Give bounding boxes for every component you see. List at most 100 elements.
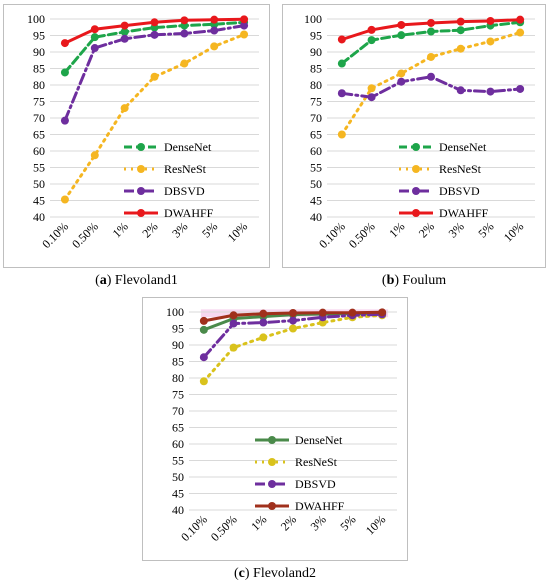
data-point: [367, 84, 376, 93]
data-point: [120, 21, 129, 30]
data-point: [259, 309, 268, 318]
legend-label: DenseNet: [295, 433, 343, 447]
x-tick-label: 10%: [225, 219, 250, 244]
y-tick-label: 90: [172, 338, 184, 352]
legend-label: DenseNet: [164, 140, 212, 154]
data-point: [259, 318, 268, 327]
y-tick-label: 85: [172, 355, 184, 369]
caption-b: (b) Foulum: [381, 273, 447, 288]
legend-label: ResNeSt: [164, 162, 207, 176]
data-point: [229, 343, 238, 352]
chart-panel-c: 40 45 50 55 60 65 70 75 80 85 90 95 100 0.10% 0.50% 1% 2…: [142, 297, 408, 561]
data-point: [120, 34, 129, 43]
data-point: [337, 89, 346, 98]
x-tick-label: 5%: [337, 512, 358, 533]
data-point: [397, 31, 406, 40]
legend-label: DWAHFF: [439, 206, 489, 220]
legend-marker: [137, 165, 145, 173]
x-tick-label: 0.50%: [208, 512, 240, 544]
chart-panel-b: 40 45 50 55 60 65 70 75 80 85 90 95 100 0.10% 0.50% 1% 2…: [282, 4, 546, 268]
y-tick-label: 85: [33, 62, 45, 76]
x-tick-label: 1%: [110, 219, 131, 240]
y-tick-label: 50: [310, 177, 322, 191]
y-tick-label: 40: [33, 210, 45, 224]
caption-a-name: Flevoland1: [114, 273, 178, 288]
y-tick-label: 50: [33, 177, 45, 191]
data-point: [486, 87, 495, 96]
data-point: [456, 86, 465, 95]
x-tick-label: 3%: [169, 219, 190, 240]
y-tick-label: 50: [172, 470, 184, 484]
x-tick-label: 0.50%: [69, 219, 101, 251]
legend-label: ResNeSt: [439, 162, 482, 176]
data-point: [199, 353, 208, 362]
y-tick-label: 45: [33, 194, 45, 208]
y-tick-label: 90: [33, 45, 45, 59]
data-point: [60, 195, 69, 204]
data-point: [60, 68, 69, 77]
chart-panel-a: 40 45 50 55 60 65 70 75 80 85 90 95 100 0.10% 0.50% 1% 2…: [3, 4, 270, 268]
data-point: [199, 377, 208, 386]
x-tick-label: 10%: [363, 512, 388, 537]
legend-marker: [412, 143, 420, 151]
data-point: [210, 26, 219, 35]
y-tick-label: 75: [33, 95, 45, 109]
legend-label: DBSVD: [164, 184, 205, 198]
legend-marker: [412, 209, 420, 217]
legend-label: ResNeSt: [295, 455, 338, 469]
y-tick-label: 100: [166, 305, 184, 319]
y-tick-label: 65: [310, 128, 322, 142]
data-point: [90, 25, 99, 34]
data-point: [427, 27, 435, 36]
legend-marker: [268, 502, 276, 510]
data-point: [229, 319, 238, 328]
data-point: [259, 333, 268, 342]
caption-c-name: Flevoland2: [253, 566, 317, 581]
x-tick-label: 2%: [139, 219, 160, 240]
y-tick-label: 80: [310, 78, 322, 92]
x-tick-label: 3%: [308, 512, 329, 533]
y-tick-label: 70: [33, 111, 45, 125]
y-tick-label: 80: [33, 78, 45, 92]
x-tick-label: 2%: [416, 219, 437, 240]
data-point: [397, 69, 406, 78]
legend-marker: [268, 480, 276, 488]
legend-marker: [268, 436, 276, 444]
caption-c: (c) Flevoland2: [233, 566, 317, 581]
data-point: [210, 42, 219, 51]
data-point: [456, 44, 465, 53]
data-point: [427, 72, 435, 81]
caption-a-letter: a: [99, 273, 107, 288]
legend-label: DBSVD: [439, 184, 480, 198]
data-point: [90, 151, 99, 160]
data-point: [60, 39, 69, 48]
data-point: [516, 84, 525, 93]
y-tick-label: 65: [172, 421, 184, 435]
y-tick-label: 70: [310, 111, 322, 125]
data-point: [240, 21, 249, 30]
legend-label: DBSVD: [295, 477, 336, 491]
y-tick-label: 45: [310, 194, 322, 208]
x-tick-label: 5%: [475, 219, 496, 240]
data-point: [150, 30, 159, 39]
legend-label: DWAHFF: [295, 499, 345, 513]
data-point: [456, 26, 465, 35]
data-point: [180, 59, 189, 68]
y-tick-label: 60: [33, 144, 45, 158]
data-point: [378, 308, 387, 317]
data-point: [289, 308, 297, 317]
caption-c-letter: c: [238, 566, 245, 581]
legend-marker: [137, 187, 145, 195]
data-point: [120, 104, 129, 113]
caption-b-name: Foulum: [402, 273, 447, 288]
legend-marker: [137, 209, 145, 217]
y-tick-label: 100: [27, 12, 45, 26]
data-point: [318, 308, 327, 317]
caption-b-letter: b: [386, 273, 395, 288]
data-point: [289, 316, 297, 325]
y-tick-label: 55: [33, 161, 45, 175]
y-tick-label: 80: [172, 371, 184, 385]
data-point: [516, 15, 525, 24]
